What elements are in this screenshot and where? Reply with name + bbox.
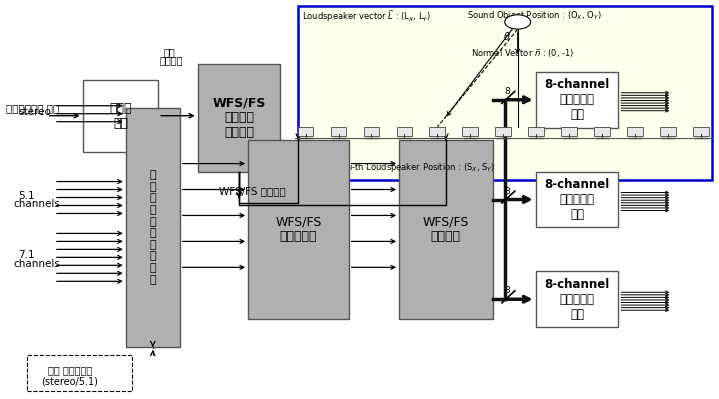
Text: 8-channel
디지털앰프
모듈: 8-channel 디지털앰프 모듈 (544, 178, 610, 221)
FancyBboxPatch shape (627, 127, 643, 136)
Text: 8-channel
디지털앰프
모듈: 8-channel 디지털앰프 모듈 (544, 278, 610, 321)
FancyBboxPatch shape (536, 172, 618, 227)
FancyBboxPatch shape (331, 127, 347, 136)
FancyBboxPatch shape (364, 127, 380, 136)
Text: WFS/FS 파라미터: WFS/FS 파라미터 (219, 186, 286, 197)
Text: WFS/FS
전처리모듈: WFS/FS 전처리모듈 (275, 215, 321, 243)
Text: Normal Vector $\vec{n}$ : (0, -1): Normal Vector $\vec{n}$ : (0, -1) (471, 47, 574, 60)
Text: 8: 8 (504, 187, 510, 196)
FancyBboxPatch shape (198, 64, 280, 172)
Text: Loudspeaker vector $\vec{L}$ : (L$_X$, L$_Y$): Loudspeaker vector $\vec{L}$ : (L$_X$, L… (302, 8, 431, 24)
FancyBboxPatch shape (693, 127, 709, 136)
FancyBboxPatch shape (399, 140, 493, 319)
Text: 7.1: 7.1 (18, 250, 35, 261)
Text: 8: 8 (504, 286, 510, 295)
Text: $\theta$: $\theta$ (503, 30, 510, 42)
FancyBboxPatch shape (528, 127, 544, 136)
FancyBboxPatch shape (462, 127, 478, 136)
FancyBboxPatch shape (397, 127, 413, 136)
FancyBboxPatch shape (126, 108, 180, 347)
Text: 톰튜닝
모듈: 톰튜닝 모듈 (109, 102, 132, 130)
Text: 재생 스피커포맷
(stereo/5.1): 재생 스피커포맷 (stereo/5.1) (41, 365, 99, 387)
Text: 5.1: 5.1 (18, 190, 35, 201)
Text: i-th Loudspeaker Position : (S$_X$, S$_Y$): i-th Loudspeaker Position : (S$_X$, S$_Y… (349, 161, 495, 174)
Text: 최적: 최적 (164, 47, 175, 57)
Text: Sound Object Position : (O$_X$, O$_Y$): Sound Object Position : (O$_X$, O$_Y$) (467, 10, 602, 22)
FancyBboxPatch shape (660, 127, 676, 136)
Text: 입
력
변
환
채
널
모
듈
포
맷: 입 력 변 환 채 널 모 듈 포 맷 (150, 170, 156, 284)
Circle shape (505, 15, 531, 29)
FancyBboxPatch shape (83, 80, 158, 152)
FancyBboxPatch shape (298, 127, 313, 136)
FancyBboxPatch shape (594, 127, 610, 136)
Text: 정취공간반사 특성: 정취공간반사 특성 (6, 103, 59, 113)
Text: 8-channel
디지털앰프
모듈: 8-channel 디지털앰프 모듈 (544, 78, 610, 121)
FancyBboxPatch shape (429, 127, 445, 136)
Text: 8: 8 (504, 87, 510, 96)
FancyBboxPatch shape (562, 127, 577, 136)
Text: WFS/FS
처리모듈: WFS/FS 처리모듈 (423, 215, 469, 243)
FancyBboxPatch shape (536, 72, 618, 128)
Text: channels: channels (13, 199, 60, 209)
Text: channels: channels (13, 259, 60, 269)
Text: 반사환경: 반사환경 (160, 55, 183, 66)
Text: stereo: stereo (18, 107, 51, 117)
FancyBboxPatch shape (248, 140, 349, 319)
FancyBboxPatch shape (298, 6, 712, 180)
Text: WFS/FS
파라미터
생성모듈: WFS/FS 파라미터 생성모듈 (212, 96, 266, 139)
FancyBboxPatch shape (495, 127, 511, 136)
FancyBboxPatch shape (536, 271, 618, 327)
